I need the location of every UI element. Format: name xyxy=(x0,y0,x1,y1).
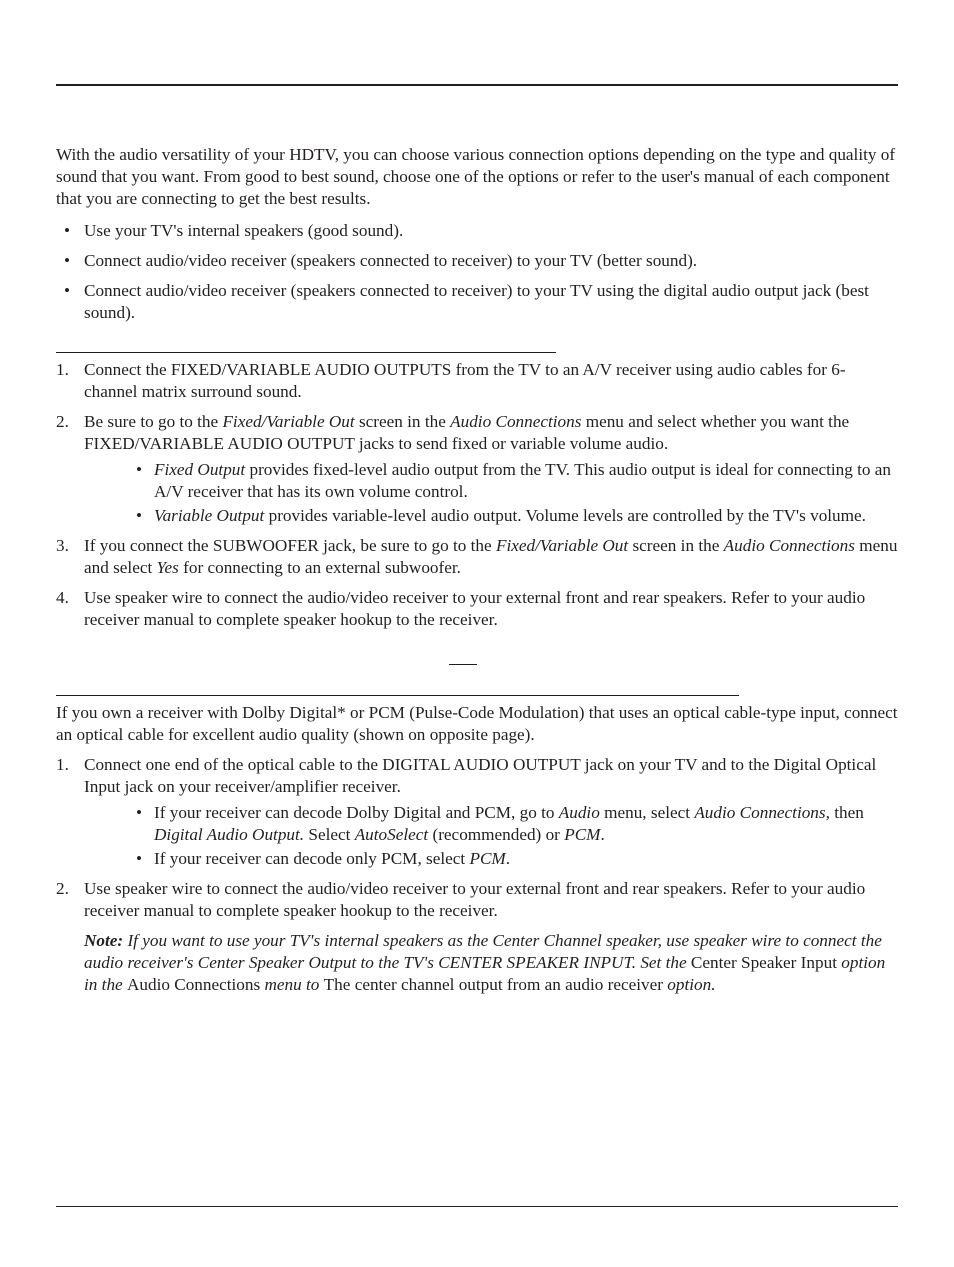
text-run: menu, select xyxy=(600,803,695,822)
list-item: Variable Output provides variable-level … xyxy=(84,505,898,527)
list-item: If your receiver can decode only PCM, se… xyxy=(84,848,898,870)
italic-run: AutoSelect xyxy=(355,825,429,844)
italic-run: Audio Connections xyxy=(724,536,855,555)
text-run: then xyxy=(830,803,864,822)
step-item: If you connect the SUBWOOFER jack, be su… xyxy=(56,535,898,579)
text-run: If you connect the SUBWOOFER jack, be su… xyxy=(84,536,496,555)
section1-steps: Connect the FIXED/VARIABLE AUDIO OUTPUTS… xyxy=(56,359,898,631)
text-run: . xyxy=(600,825,604,844)
list-item: Connect audio/video receiver (speakers c… xyxy=(56,280,898,324)
italic-run: Fixed Output xyxy=(154,460,245,479)
section-rule-1 xyxy=(56,352,556,353)
italic-run: PCM xyxy=(469,849,505,868)
text-run: Audio Connections xyxy=(127,975,260,994)
text-run: screen in the xyxy=(355,412,450,431)
italic-run: PCM xyxy=(564,825,600,844)
step-item: Connect the FIXED/VARIABLE AUDIO OUTPUTS… xyxy=(56,359,898,403)
text-run: (recommended) or xyxy=(428,825,564,844)
step-item: Use speaker wire to connect the audio/vi… xyxy=(56,587,898,631)
text-run: screen in the xyxy=(628,536,723,555)
step-item: Be sure to go to the Fixed/Variable Out … xyxy=(56,411,898,527)
text-run: Use speaker wire to connect the audio/vi… xyxy=(84,879,865,920)
sub-bullet-list: Fixed Output provides fixed-level audio … xyxy=(84,459,898,527)
step-item: Connect one end of the optical cable to … xyxy=(56,754,898,870)
dash-left xyxy=(449,664,477,665)
text-run: for connecting to an external subwoofer. xyxy=(179,558,461,577)
section-rule-2 xyxy=(56,695,739,696)
list-item: Fixed Output provides fixed-level audio … xyxy=(84,459,898,503)
italic-run: Audio Connections xyxy=(450,412,581,431)
text-run: If your receiver can decode only PCM, se… xyxy=(154,849,469,868)
list-item: Connect audio/video receiver (speakers c… xyxy=(56,250,898,272)
italic-run: Audio xyxy=(559,803,600,822)
step-item: Use speaker wire to connect the audio/vi… xyxy=(56,878,898,922)
list-item: If your receiver can decode Dolby Digita… xyxy=(84,802,898,846)
note-paragraph: Note: If you want to use your TV's inter… xyxy=(56,930,898,996)
text-run: If your receiver can decode Dolby Digita… xyxy=(154,803,559,822)
italic-run: Fixed/Variable Out xyxy=(222,412,354,431)
top-rule xyxy=(56,84,898,86)
intro-paragraph: With the audio versatility of your HDTV,… xyxy=(56,144,898,210)
bottom-rule xyxy=(56,1206,898,1207)
italic-run: menu to xyxy=(260,975,324,994)
text-run: Center Speaker Input xyxy=(691,953,837,972)
intro-bullet-list: Use your TV's internal speakers (good so… xyxy=(56,220,898,324)
italic-run: Audio Connections, xyxy=(694,803,830,822)
or-separator xyxy=(56,649,898,667)
text-run: Connect one end of the optical cable to … xyxy=(84,755,876,796)
text-run: Be sure to go to the xyxy=(84,412,222,431)
italic-run: Variable Output xyxy=(154,506,264,525)
text-run: provides variable-level audio output. Vo… xyxy=(264,506,866,525)
section2-steps: Connect one end of the optical cable to … xyxy=(56,754,898,922)
italic-run: Fixed/Variable Out xyxy=(496,536,628,555)
text-run: . xyxy=(506,849,510,868)
italic-run: option. xyxy=(663,975,716,994)
list-item: Use your TV's internal speakers (good so… xyxy=(56,220,898,242)
section2-intro: If you own a receiver with Dolby Digital… xyxy=(56,702,898,746)
text-run: Select xyxy=(304,825,355,844)
italic-run: Digital Audio Output. xyxy=(154,825,304,844)
note-label: Note: xyxy=(84,931,123,950)
italic-run: Yes xyxy=(157,558,179,577)
sub-bullet-list: If your receiver can decode Dolby Digita… xyxy=(84,802,898,870)
text-run: provides fixed-level audio output from t… xyxy=(154,460,891,501)
text-run: The center channel output from an audio … xyxy=(324,975,663,994)
